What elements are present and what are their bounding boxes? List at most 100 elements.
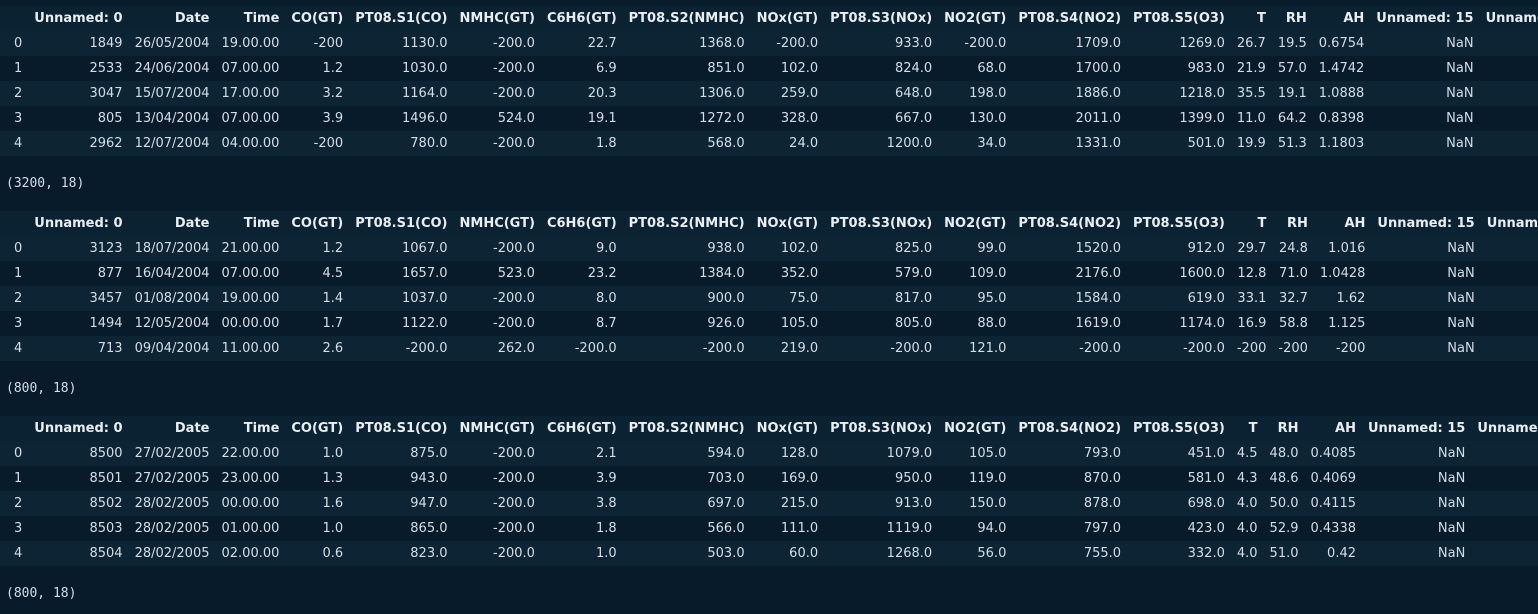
table-cell: 1119.0 (886, 521, 933, 536)
column-header: PT08.S1(CO) (349, 6, 454, 31)
column-header: Time (215, 416, 286, 441)
row-index: 3 (14, 111, 23, 126)
table-cell: 119.0 (969, 471, 1007, 486)
table-cell: 19.00.00 (221, 36, 280, 51)
table-row: 4 713 09/04/2004 11.00.00 2.6 -200.0 262… (0, 336, 1538, 361)
table-cell: 58.8 (1278, 316, 1308, 331)
table-cell: NaN (1480, 31, 1538, 56)
table-cell: 4.5 (322, 266, 344, 281)
table-cell: 35.5 (1236, 86, 1266, 101)
table-cell: 07.00.00 (221, 61, 280, 76)
table-cell: 870.0 (1083, 471, 1122, 486)
table-cell: -200.0 (493, 86, 535, 101)
table-cell: 1.0 (595, 546, 617, 561)
table-cell: -200.0 (493, 546, 535, 561)
table-cell: 328.0 (780, 111, 819, 126)
table-cell: 524.0 (497, 111, 535, 126)
table-cell: -200.0 (405, 341, 448, 356)
table-cell: 8503 (89, 521, 123, 536)
table-cell: -200.0 (493, 446, 535, 461)
table-cell: NaN (1480, 131, 1538, 156)
table-cell: -200.0 (964, 36, 1007, 51)
table-cell: 95.0 (977, 291, 1007, 306)
column-header: Unnamed: 16 (1480, 211, 1538, 236)
column-header: Unnamed: 15 (1371, 211, 1481, 236)
table-cell: -200.0 (574, 341, 617, 356)
table-cell: 04.00.00 (221, 136, 280, 151)
table-cell: 27/02/2005 (134, 446, 210, 461)
table-cell: 23.00.00 (221, 471, 280, 486)
column-header: T (1230, 6, 1272, 31)
header-row: Unnamed: 0 Date Time CO(GT) PT08.S1(CO) … (0, 211, 1538, 236)
table-cell: 1709.0 (1075, 36, 1122, 51)
table-cell: NaN (1447, 316, 1475, 331)
table-cell: 950.0 (894, 471, 933, 486)
column-header: Unnamed: 0 (28, 211, 129, 236)
table-cell: 198.0 (969, 86, 1007, 101)
table-cell: 02.00.00 (221, 546, 280, 561)
table-cell: 01.00.00 (221, 521, 280, 536)
table-cell: 793.0 (1083, 446, 1122, 461)
table-cell: 713 (97, 341, 123, 356)
table-cell: 24/06/2004 (134, 61, 210, 76)
table-cell: NaN (1437, 521, 1466, 536)
table-cell: 933.0 (894, 36, 933, 51)
table-cell: 3123 (89, 241, 123, 256)
table-cell: NaN (1471, 516, 1538, 541)
table-cell: 1584.0 (1075, 291, 1122, 306)
table-cell: 648.0 (894, 86, 933, 101)
table-cell: NaN (1447, 291, 1475, 306)
table-cell: 875.0 (410, 446, 448, 461)
table-cell: 4.3 (1236, 471, 1258, 486)
table-cell: 1.016 (1328, 241, 1366, 256)
table-cell: -200.0 (493, 291, 535, 306)
table-cell: 102.0 (780, 241, 819, 256)
table-cell: 797.0 (1083, 521, 1122, 536)
shape-output: (800, 18) (6, 381, 77, 396)
table-cell: -200.0 (493, 316, 535, 331)
table-cell: 07.00.00 (221, 266, 280, 281)
table-cell: 60.0 (789, 546, 819, 561)
table-cell: 262.0 (497, 341, 535, 356)
header-row: Unnamed: 0 Date Time CO(GT) PT08.S1(CO) … (0, 6, 1538, 31)
header-row: Unnamed: 0 Date Time CO(GT) PT08.S1(CO) … (0, 416, 1538, 441)
table-cell: 16/04/2004 (134, 266, 210, 281)
table-row: 3 1494 12/05/2004 00.00.00 1.7 1122.0 -2… (0, 311, 1538, 336)
row-index: 0 (14, 446, 23, 461)
table-cell: 2011.0 (1075, 111, 1122, 126)
table-cell: 1164.0 (402, 86, 448, 101)
index-header (0, 6, 29, 31)
column-header: PT08.S2(NMHC) (622, 416, 751, 441)
table-cell: -200.0 (493, 36, 535, 51)
column-header: PT08.S2(NMHC) (622, 211, 751, 236)
table-cell: 21.9 (1236, 61, 1266, 76)
table-cell: 2176.0 (1075, 266, 1122, 281)
table-cell: 1600.0 (1179, 266, 1225, 281)
table-cell: 26.7 (1236, 36, 1266, 51)
table-cell: 28/02/2005 (134, 546, 210, 561)
table-cell: 51.0 (1269, 546, 1299, 561)
table-cell: 926.0 (707, 316, 745, 331)
table-cell: 0.4069 (1310, 471, 1357, 486)
row-index: 0 (14, 241, 23, 256)
table-cell: -200 (1278, 341, 1308, 356)
column-header: C6H6(GT) (540, 211, 623, 236)
row-index: 1 (14, 266, 23, 281)
column-header: NO2(GT) (938, 211, 1013, 236)
table-cell: 0.8398 (1318, 111, 1365, 126)
table-cell: 3.9 (322, 111, 344, 126)
column-header: NO2(GT) (938, 416, 1013, 441)
table-cell: 900.0 (707, 291, 745, 306)
table-cell: NaN (1446, 136, 1474, 151)
table-cell: 594.0 (707, 446, 745, 461)
table-cell: 823.0 (410, 546, 448, 561)
table-cell: -200 (1335, 341, 1366, 356)
column-header: CO(GT) (285, 416, 350, 441)
table-cell: 19.1 (587, 111, 617, 126)
table-cell: 18/07/2004 (134, 241, 210, 256)
table-cell: 947.0 (410, 496, 448, 511)
table-cell: NaN (1481, 261, 1538, 286)
table-cell: 50.0 (1269, 496, 1299, 511)
row-index: 4 (14, 136, 23, 151)
table-cell: 128.0 (780, 446, 819, 461)
